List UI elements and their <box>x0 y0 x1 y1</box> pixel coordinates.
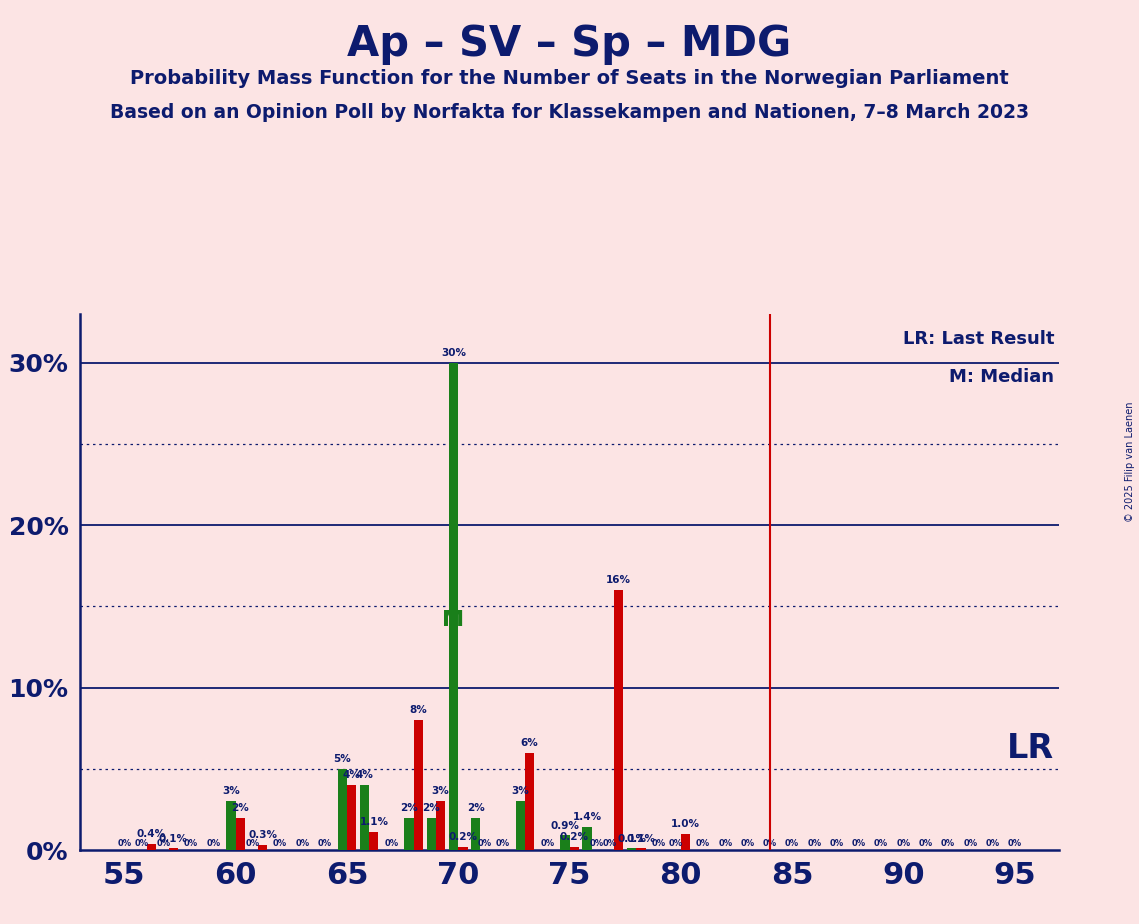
Text: 0.1%: 0.1% <box>617 833 646 844</box>
Text: 0.9%: 0.9% <box>550 821 580 831</box>
Text: 0%: 0% <box>540 839 555 847</box>
Text: 0.4%: 0.4% <box>137 829 166 839</box>
Text: 0%: 0% <box>941 839 954 847</box>
Text: 0%: 0% <box>206 839 220 847</box>
Text: 0%: 0% <box>896 839 910 847</box>
Text: 0.2%: 0.2% <box>559 832 589 842</box>
Text: 0%: 0% <box>495 839 510 847</box>
Text: 0%: 0% <box>829 839 844 847</box>
Bar <box>472 818 481 850</box>
Text: 0%: 0% <box>985 839 1000 847</box>
Text: 0.3%: 0.3% <box>248 831 277 840</box>
Bar <box>637 848 646 850</box>
Bar <box>449 363 458 850</box>
Text: 0%: 0% <box>134 839 149 847</box>
Bar <box>681 833 690 850</box>
Text: M: Median: M: Median <box>950 368 1055 385</box>
Bar <box>427 818 436 850</box>
Text: 1.0%: 1.0% <box>671 819 700 829</box>
Text: 4%: 4% <box>343 771 360 780</box>
Bar <box>257 845 268 850</box>
Text: LR: LR <box>1007 732 1055 765</box>
Bar <box>337 769 347 850</box>
Text: 0%: 0% <box>696 839 710 847</box>
Text: 0%: 0% <box>785 839 800 847</box>
Text: Ap – SV – Sp – MDG: Ap – SV – Sp – MDG <box>347 23 792 65</box>
Text: 0.1%: 0.1% <box>626 833 655 844</box>
Bar <box>560 835 570 850</box>
Bar <box>147 844 156 850</box>
Text: 1.1%: 1.1% <box>359 818 388 827</box>
Text: © 2025 Filip van Laenen: © 2025 Filip van Laenen <box>1125 402 1134 522</box>
Text: LR: Last Result: LR: Last Result <box>903 330 1055 348</box>
Text: 0%: 0% <box>652 839 665 847</box>
Text: 0%: 0% <box>603 839 616 847</box>
Bar <box>369 833 378 850</box>
Text: 0%: 0% <box>589 839 604 847</box>
Text: 8%: 8% <box>409 705 427 715</box>
Bar <box>360 785 369 850</box>
Text: 4%: 4% <box>355 771 374 780</box>
Text: 0%: 0% <box>117 839 131 847</box>
Bar <box>436 801 445 850</box>
Text: 2%: 2% <box>423 803 440 813</box>
Text: 1.4%: 1.4% <box>573 812 601 822</box>
Bar <box>404 818 413 850</box>
Text: 6%: 6% <box>521 737 539 748</box>
Text: 3%: 3% <box>432 786 450 796</box>
Text: 0%: 0% <box>295 839 310 847</box>
Bar <box>227 801 236 850</box>
Text: 0%: 0% <box>874 839 888 847</box>
Text: 0%: 0% <box>763 839 777 847</box>
Text: 0.2%: 0.2% <box>449 832 477 842</box>
Bar <box>614 590 623 850</box>
Text: Based on an Opinion Poll by Norfakta for Klassekampen and Nationen, 7–8 March 20: Based on an Opinion Poll by Norfakta for… <box>110 103 1029 123</box>
Text: 3%: 3% <box>222 786 240 796</box>
Text: 0%: 0% <box>384 839 399 847</box>
Bar <box>169 848 178 850</box>
Text: 16%: 16% <box>606 576 631 586</box>
Text: 2%: 2% <box>231 803 249 813</box>
Text: 0%: 0% <box>719 839 732 847</box>
Text: 0%: 0% <box>740 839 755 847</box>
Text: 30%: 30% <box>441 348 466 358</box>
Text: Probability Mass Function for the Number of Seats in the Norwegian Parliament: Probability Mass Function for the Number… <box>130 69 1009 89</box>
Bar <box>236 818 245 850</box>
Bar <box>347 785 357 850</box>
Text: 0%: 0% <box>478 839 492 847</box>
Bar <box>626 848 637 850</box>
Text: 0%: 0% <box>1008 839 1022 847</box>
Text: 0%: 0% <box>964 839 977 847</box>
Text: 0%: 0% <box>919 839 933 847</box>
Text: 0%: 0% <box>157 839 171 847</box>
Text: M: M <box>442 610 465 630</box>
Text: 2%: 2% <box>400 803 418 813</box>
Text: 0%: 0% <box>808 839 821 847</box>
Bar <box>413 720 423 850</box>
Text: 0%: 0% <box>669 839 683 847</box>
Bar <box>516 801 525 850</box>
Bar <box>570 846 579 850</box>
Text: 5%: 5% <box>334 754 351 764</box>
Bar <box>458 846 467 850</box>
Text: 0%: 0% <box>318 839 331 847</box>
Text: 0.1%: 0.1% <box>159 833 188 844</box>
Text: 0%: 0% <box>246 839 260 847</box>
Bar <box>582 827 592 850</box>
Text: 2%: 2% <box>467 803 485 813</box>
Text: 0%: 0% <box>852 839 866 847</box>
Text: 3%: 3% <box>511 786 530 796</box>
Bar <box>525 753 534 850</box>
Text: 0%: 0% <box>185 839 198 847</box>
Text: 0%: 0% <box>273 839 287 847</box>
